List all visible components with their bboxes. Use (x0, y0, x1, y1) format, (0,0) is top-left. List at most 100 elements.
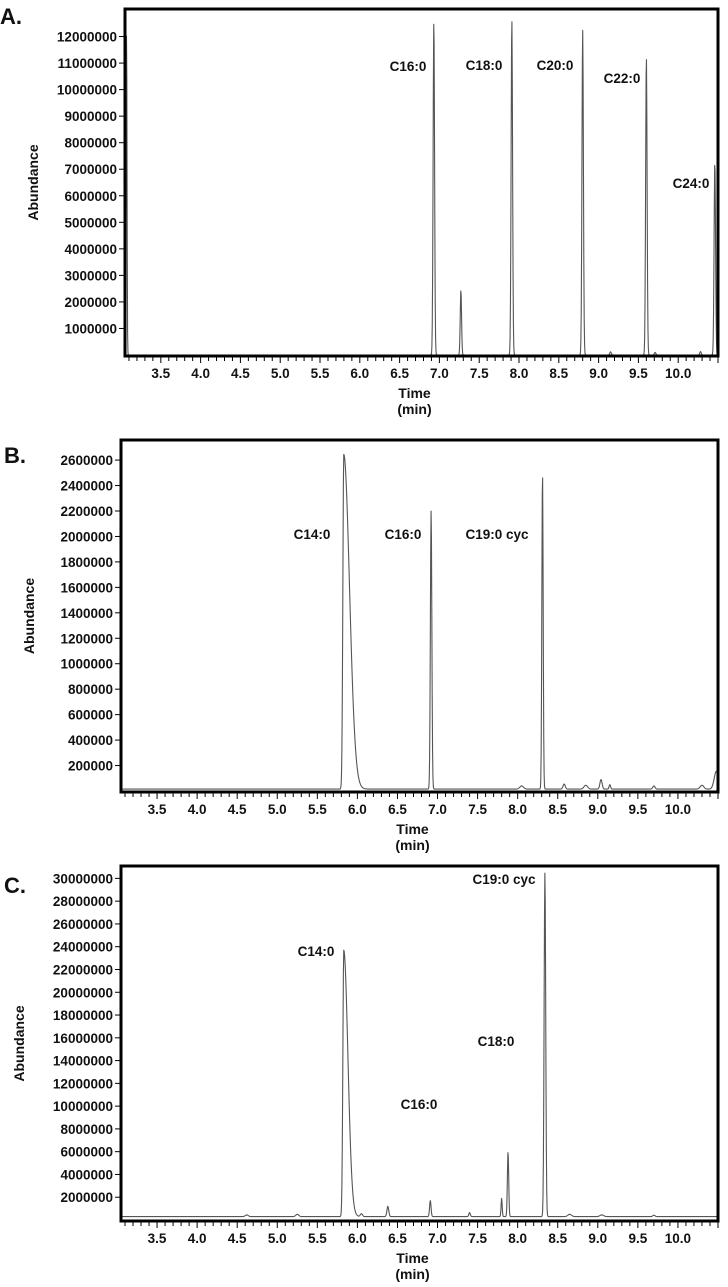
x-tick-label: 3.5 (148, 802, 167, 817)
x-tick-label: 7.0 (428, 1231, 447, 1246)
x-tick-label: 7.5 (468, 802, 487, 817)
peak-label: C18:0 (466, 58, 503, 73)
y-tick-label: 1000000 (64, 321, 117, 336)
x-tick-label: 10.0 (665, 802, 691, 817)
x-tick-label: 5.0 (268, 1231, 287, 1246)
y-tick-label: 22000000 (53, 962, 113, 977)
x-tick-label: 9.5 (629, 366, 648, 381)
x-tick-label: 4.5 (228, 802, 247, 817)
x-tick-label: 5.5 (308, 802, 327, 817)
plot-frame (119, 438, 720, 794)
x-tick-label: 6.0 (350, 366, 369, 381)
y-tick-label: 2000000 (60, 529, 113, 544)
y-tick-label: 2200000 (60, 504, 113, 519)
y-tick-label: 800000 (68, 682, 113, 697)
y-tick-label: 2000000 (60, 1190, 113, 1205)
x-tick-label: 3.5 (151, 366, 170, 381)
y-tick-label: 400000 (68, 733, 113, 748)
x-tick-label: 9.5 (628, 802, 647, 817)
y-tick-label: 2400000 (60, 479, 113, 494)
peak-label: C19:0 cyc (465, 527, 529, 542)
x-tick-label: 4.5 (228, 1231, 247, 1246)
panel-letter: A. (0, 4, 22, 29)
peak-label: C22:0 (604, 71, 641, 86)
y-tick-label: 11000000 (58, 56, 117, 71)
panel-letter: B. (4, 443, 26, 468)
y-tick-label: 4000000 (64, 242, 117, 257)
plot-frame (119, 864, 720, 1223)
x-tick-label: 9.0 (588, 1231, 607, 1246)
y-tick-label: 14000000 (53, 1054, 113, 1069)
x-tick-label: 5.0 (268, 802, 287, 817)
x-tick-label: 7.5 (468, 1231, 487, 1246)
peak-label: C14:0 (294, 527, 331, 542)
x-tick-label: 10.0 (665, 366, 691, 381)
peak-label: C24:0 (673, 176, 710, 191)
y-tick-label: 18000000 (53, 1008, 113, 1023)
y-axis-title: Abundance (11, 1005, 27, 1081)
x-tick-label: 4.0 (188, 802, 207, 817)
y-tick-label: 1000000 (60, 657, 113, 672)
peak-label: C16:0 (401, 1097, 438, 1112)
x-axis-unit: (min) (397, 401, 431, 417)
y-tick-label: 1800000 (60, 555, 113, 570)
x-tick-label: 4.0 (188, 1231, 207, 1246)
x-tick-label: 8.5 (548, 802, 567, 817)
y-tick-label: 26000000 (53, 917, 113, 932)
y-tick-label: 30000000 (53, 871, 113, 886)
x-tick-label: 6.5 (388, 1231, 407, 1246)
y-tick-label: 4000000 (60, 1167, 113, 1182)
x-tick-label: 8.5 (549, 366, 568, 381)
y-tick-label: 28000000 (53, 894, 113, 909)
x-tick-label: 6.0 (348, 802, 367, 817)
x-tick-label: 8.0 (508, 1231, 527, 1246)
peak-label: C14:0 (298, 944, 335, 959)
y-tick-label: 16000000 (53, 1031, 113, 1046)
x-tick-label: 9.0 (588, 802, 607, 817)
y-tick-label: 1400000 (60, 606, 113, 621)
peak-label: C18:0 (478, 1034, 515, 1049)
y-tick-label: 10000000 (57, 83, 117, 98)
panel-letter: C. (4, 873, 26, 898)
peak-label: C16:0 (385, 527, 422, 542)
y-tick-label: 8000000 (60, 1122, 113, 1137)
x-tick-label: 6.5 (388, 802, 407, 817)
y-tick-label: 3000000 (64, 268, 117, 283)
plot-frame (123, 7, 720, 358)
chromatogram-trace (120, 872, 719, 1218)
y-tick-label: 6000000 (64, 189, 117, 204)
y-tick-label: 12000000 (53, 1076, 113, 1091)
x-axis-unit: (min) (395, 837, 429, 853)
x-axis-title: Time (396, 821, 429, 837)
x-tick-label: 6.0 (348, 1231, 367, 1246)
y-tick-label: 2000000 (64, 295, 117, 310)
y-tick-label: 7000000 (64, 162, 117, 177)
y-tick-label: 1600000 (60, 580, 113, 595)
chart-panel-b: B. 3.5 4.0 4.5 5.0 5.5 6.0 6.5 7.0 7.5 8.0 8.5 9.0 9.… (4, 438, 720, 853)
x-tick-label: 7.0 (428, 802, 447, 817)
x-tick-label: 9.5 (628, 1231, 647, 1246)
x-axis-title: Time (398, 385, 431, 401)
x-tick-label: 9.0 (589, 366, 608, 381)
x-axis-unit: (min) (395, 1266, 429, 1282)
x-tick-label: 8.5 (548, 1231, 567, 1246)
x-tick-label: 4.0 (191, 366, 210, 381)
y-tick-label: 10000000 (53, 1099, 113, 1114)
x-tick-label: 8.0 (508, 802, 527, 817)
y-tick-label: 600000 (68, 708, 113, 723)
y-tick-label: 20000000 (53, 985, 113, 1000)
y-axis-title: Abundance (25, 144, 41, 220)
x-tick-label: 5.0 (271, 366, 290, 381)
y-tick-label: 9000000 (64, 109, 117, 124)
x-tick-label: 3.5 (148, 1231, 167, 1246)
y-axis-title: Abundance (21, 578, 37, 654)
y-tick-label: 200000 (68, 759, 113, 774)
y-tick-label: 24000000 (53, 940, 113, 955)
peak-label: C20:0 (537, 58, 574, 73)
x-tick-label: 7.5 (470, 366, 489, 381)
peak-label: C16:0 (390, 59, 427, 74)
x-tick-label: 5.5 (308, 1231, 327, 1246)
x-tick-label: 7.0 (430, 366, 449, 381)
y-tick-label: 8000000 (64, 136, 117, 151)
